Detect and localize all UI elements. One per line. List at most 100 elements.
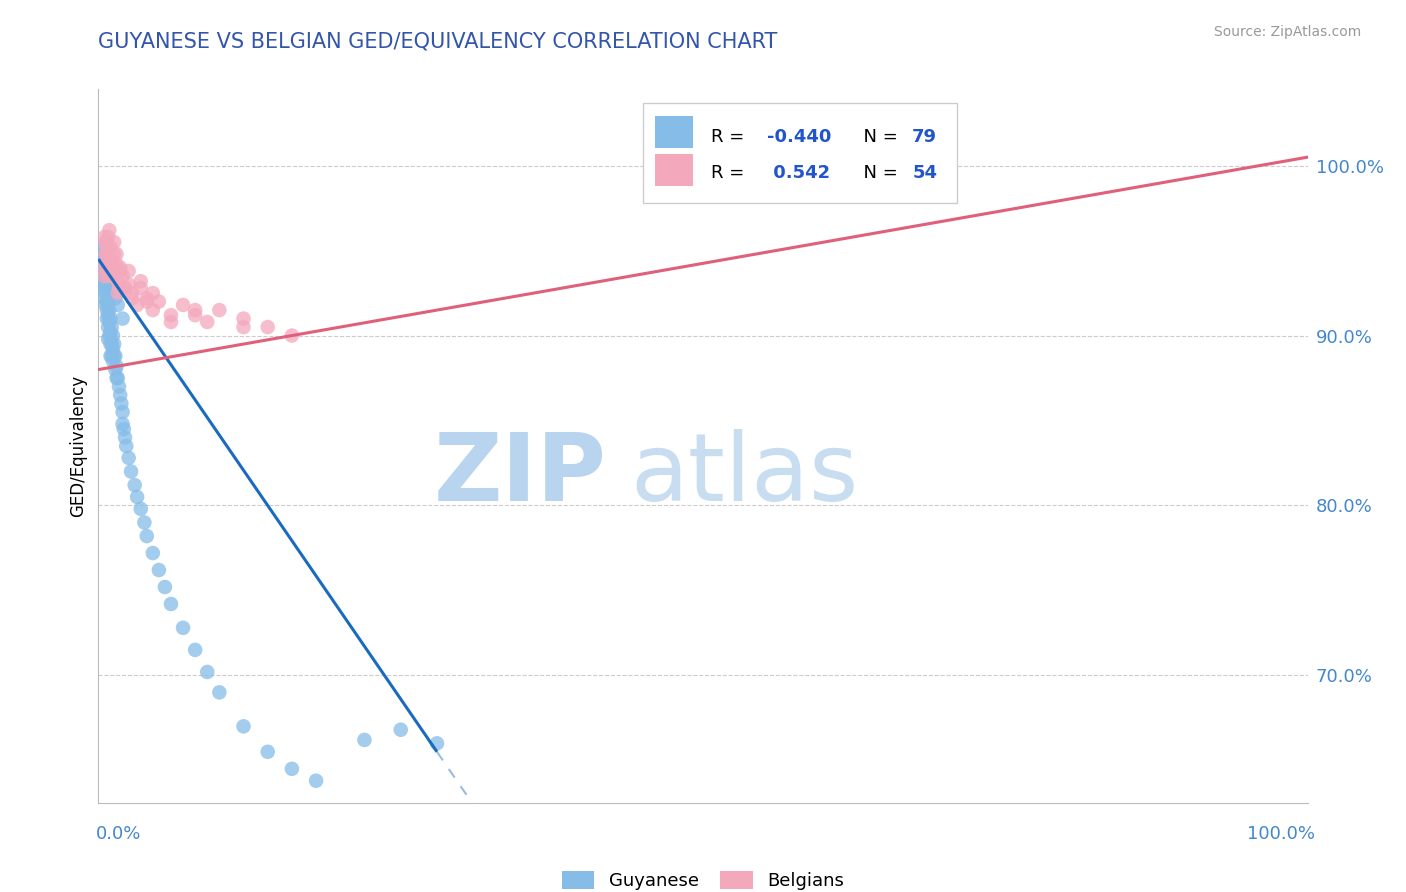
Point — [129, 274, 152, 288]
Point — [103, 247, 125, 261]
Point — [118, 450, 141, 465]
Point — [101, 354, 124, 368]
Point — [115, 439, 138, 453]
Point — [93, 230, 115, 244]
Point — [195, 315, 218, 329]
Text: 79: 79 — [912, 128, 938, 146]
Point — [232, 320, 254, 334]
Point — [148, 294, 170, 309]
Point — [208, 303, 231, 318]
Point — [118, 277, 141, 292]
Point — [256, 320, 278, 334]
FancyBboxPatch shape — [655, 117, 693, 148]
Point — [148, 563, 170, 577]
Point — [94, 235, 117, 249]
Point — [108, 379, 131, 393]
Point — [121, 291, 143, 305]
Text: 0.0%: 0.0% — [96, 825, 141, 843]
Point — [98, 315, 121, 329]
Point — [104, 264, 127, 278]
Y-axis label: GED/Equivalency: GED/Equivalency — [69, 375, 87, 517]
Point — [426, 736, 449, 750]
Point — [172, 298, 194, 312]
Point — [97, 294, 120, 309]
Point — [91, 260, 114, 275]
Point — [103, 349, 125, 363]
Point — [105, 371, 128, 385]
Point — [127, 490, 149, 504]
Text: 0.542: 0.542 — [768, 164, 830, 182]
Point — [118, 264, 141, 278]
Point — [101, 260, 124, 275]
Point — [111, 311, 134, 326]
Text: ZIP: ZIP — [433, 428, 606, 521]
Text: N =: N = — [852, 164, 903, 182]
Point — [96, 281, 118, 295]
Point — [129, 281, 152, 295]
Text: atlas: atlas — [630, 428, 859, 521]
Point — [97, 230, 120, 244]
Point — [100, 252, 122, 266]
Text: R =: R = — [711, 164, 751, 182]
Point — [232, 311, 254, 326]
Point — [111, 269, 134, 284]
Point — [98, 244, 121, 258]
Legend: Guyanese, Belgians: Guyanese, Belgians — [554, 863, 852, 892]
Point — [91, 264, 114, 278]
Point — [135, 529, 157, 543]
Point — [107, 298, 129, 312]
Point — [160, 315, 183, 329]
Point — [114, 430, 136, 444]
Point — [142, 286, 165, 301]
Point — [97, 264, 120, 278]
Point — [108, 388, 131, 402]
Point — [108, 281, 131, 295]
Point — [100, 320, 122, 334]
Point — [94, 277, 117, 292]
Point — [153, 580, 176, 594]
Point — [91, 247, 114, 261]
Point — [103, 337, 125, 351]
Point — [98, 223, 121, 237]
Point — [96, 240, 118, 254]
FancyBboxPatch shape — [655, 153, 693, 186]
Point — [134, 516, 156, 530]
Point — [94, 286, 117, 301]
Point — [208, 685, 231, 699]
Point — [184, 308, 207, 322]
Point — [135, 294, 157, 309]
Point — [97, 332, 120, 346]
Point — [104, 291, 127, 305]
Text: 100.0%: 100.0% — [1247, 825, 1315, 843]
Point — [160, 597, 183, 611]
Point — [97, 320, 120, 334]
Point — [100, 349, 122, 363]
Point — [135, 291, 157, 305]
Point — [114, 281, 136, 295]
Point — [96, 311, 118, 326]
Point — [101, 281, 124, 295]
Text: -0.440: -0.440 — [768, 128, 831, 146]
Point — [100, 240, 122, 254]
Text: 54: 54 — [912, 164, 938, 182]
Point — [94, 298, 117, 312]
Point — [94, 257, 117, 271]
Point — [96, 247, 118, 261]
Point — [94, 247, 117, 261]
Point — [100, 337, 122, 351]
Point — [104, 349, 127, 363]
Point — [105, 247, 128, 261]
Point — [105, 359, 128, 373]
Point — [160, 308, 183, 322]
Point — [93, 291, 115, 305]
Point — [100, 349, 122, 363]
Point — [111, 417, 134, 431]
FancyBboxPatch shape — [643, 103, 957, 203]
Point — [232, 719, 254, 733]
Point — [114, 281, 136, 295]
Point — [110, 396, 132, 410]
Point — [97, 308, 120, 322]
Point — [172, 621, 194, 635]
Point — [93, 281, 115, 295]
Point — [389, 723, 412, 737]
